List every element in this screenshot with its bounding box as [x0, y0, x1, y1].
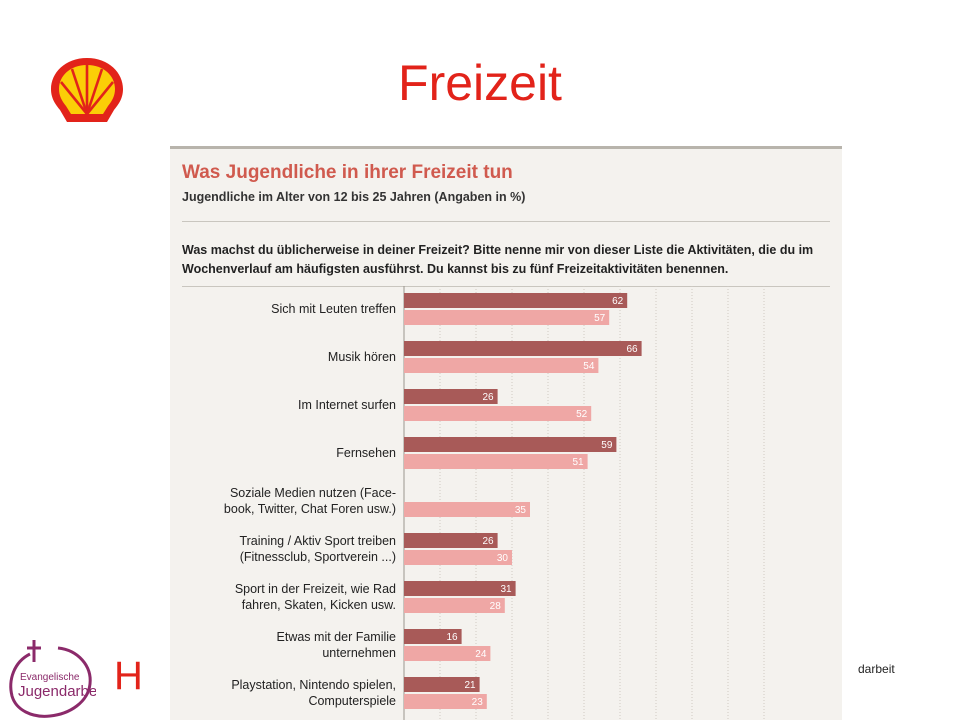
bar	[404, 437, 617, 452]
data-label: 23	[472, 697, 484, 708]
bar	[404, 646, 491, 661]
shell-logo	[51, 58, 123, 122]
data-label: 54	[583, 361, 595, 372]
logo-text-line2: Jugendarbeit	[18, 683, 96, 700]
bar	[404, 406, 592, 421]
category-label: Musik hören	[328, 350, 396, 364]
data-label: 35	[515, 505, 527, 516]
bar	[404, 502, 530, 517]
chart-subtitle: Jugendliche im Alter von 12 bis 25 Jahre…	[182, 190, 526, 204]
data-label: 59	[601, 440, 613, 451]
category-label: Sich mit Leuten treffen	[271, 302, 396, 316]
chart-scan: Was Jugendliche in ihrer Freizeit tun Ju…	[170, 146, 842, 720]
footer-text: darbeit	[858, 662, 895, 676]
bar	[404, 341, 642, 356]
footer-letter: H	[114, 654, 143, 698]
slide-title: Freizeit	[398, 55, 562, 111]
category-label: Soziale Medien nutzen (Face-	[230, 486, 396, 500]
category-label: unternehmen	[322, 646, 396, 660]
data-label: 28	[490, 601, 502, 612]
bar	[404, 550, 512, 565]
bar	[404, 454, 588, 469]
category-label: book, Twitter, Chat Foren usw.)	[224, 502, 396, 516]
data-label: 30	[497, 553, 509, 564]
bar	[404, 598, 505, 613]
bar	[404, 310, 610, 325]
data-label: 26	[482, 392, 494, 403]
category-label: Computerspiele	[308, 694, 396, 708]
bar	[404, 533, 498, 548]
bar	[404, 293, 628, 308]
chart-question: Was machst du üblicherweise in deiner Fr…	[182, 243, 814, 276]
category-label: Fernsehen	[336, 446, 396, 460]
data-label: 24	[475, 649, 487, 660]
category-label: Sport in der Freizeit, wie Rad	[235, 582, 396, 596]
data-label: 66	[626, 344, 638, 355]
data-label: 21	[464, 680, 476, 691]
bar	[404, 694, 487, 709]
bar	[404, 358, 599, 373]
category-label: fahren, Skaten, Kicken usw.	[242, 598, 396, 612]
bar	[404, 677, 480, 692]
separator	[182, 286, 830, 287]
top-rule	[170, 146, 842, 149]
data-label: 62	[612, 296, 624, 307]
data-label: 31	[500, 584, 512, 595]
bar-chart: Sich mit Leuten treffen 62 57 Musik hören 66…	[224, 286, 765, 720]
category-label: (Fitnessclub, Sportverein ...)	[240, 550, 396, 564]
data-label: 51	[572, 457, 584, 468]
category-label: Playstation, Nintendo spielen,	[231, 678, 396, 692]
category-label: Im Internet surfen	[298, 398, 396, 412]
logo-text-line1: Evangelische	[20, 672, 80, 683]
category-label: Etwas mit der Familie	[277, 630, 397, 644]
data-label: 57	[594, 313, 606, 324]
bar	[404, 629, 462, 644]
data-label: 26	[482, 536, 494, 547]
category-label: Training / Aktiv Sport treiben	[239, 534, 396, 548]
separator	[182, 221, 830, 222]
evangelische-jugendarbeit-logo: Evangelische Jugendarbeit	[9, 640, 96, 718]
data-label: 16	[446, 632, 458, 643]
bar	[404, 581, 516, 596]
data-label: 52	[576, 409, 588, 420]
bar	[404, 389, 498, 404]
chart-title: Was Jugendliche in ihrer Freizeit tun	[182, 162, 513, 183]
